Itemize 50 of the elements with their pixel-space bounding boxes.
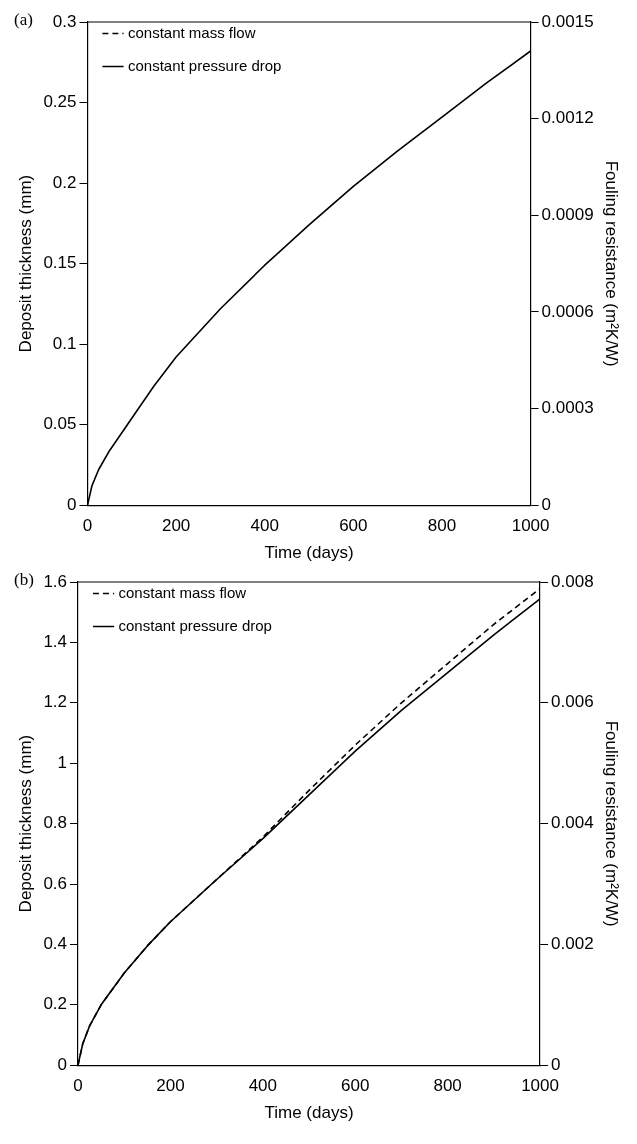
y2-tick-label: 0.0006 bbox=[541, 301, 594, 321]
y2-tick-label: 0.0003 bbox=[541, 398, 594, 418]
y-tick-label: 0.3 bbox=[52, 11, 77, 31]
legend-label: constant pressure drop bbox=[118, 616, 272, 634]
y-tick-label: 0 bbox=[67, 494, 77, 514]
y-tick-label: 0.6 bbox=[43, 873, 68, 893]
y2-tick-label: 0.0012 bbox=[541, 108, 594, 128]
y-tick-label: 0.8 bbox=[43, 813, 68, 833]
legend-label: constant pressure drop bbox=[127, 56, 282, 74]
x-tick-label: 800 bbox=[433, 1076, 462, 1096]
y-axis-title: Deposit thickness (mm) bbox=[15, 734, 35, 913]
y-tick-label: 1.6 bbox=[43, 571, 68, 591]
y-tick-label: 0.2 bbox=[43, 994, 68, 1014]
y-tick-label: 1.4 bbox=[43, 632, 68, 652]
y-axis-title: Deposit thickness (mm) bbox=[15, 174, 35, 353]
x-tick-label: 200 bbox=[156, 1076, 185, 1096]
y2-tick-label: 0.0009 bbox=[541, 204, 594, 224]
text: (b) bbox=[14, 569, 34, 589]
legend-label: constant mass flow bbox=[127, 23, 256, 41]
x-tick-label: 0 bbox=[82, 516, 93, 536]
y2-tick-label: 0.004 bbox=[551, 813, 594, 833]
y2-axis-title: Fouling resistance (m²K/W) bbox=[602, 720, 622, 927]
y-tick-label: 0.4 bbox=[43, 934, 68, 954]
y2-axis-title: Fouling resistance (m²K/W) bbox=[602, 160, 622, 367]
y-tick-label: 0.25 bbox=[43, 92, 77, 112]
y-tick-label: 0.2 bbox=[52, 172, 77, 192]
x-tick-label: 600 bbox=[341, 1076, 370, 1096]
x-tick-label: 600 bbox=[339, 516, 368, 536]
y-tick-label: 0 bbox=[57, 1054, 68, 1074]
y2-tick-label: 0.002 bbox=[551, 934, 594, 954]
legend-label: constant mass flow bbox=[118, 583, 247, 601]
y2-tick-label: 0.006 bbox=[551, 692, 594, 712]
y-tick-label: 1.2 bbox=[43, 692, 68, 712]
y2-tick-label: 0 bbox=[541, 494, 552, 514]
x-tick-label: 200 bbox=[161, 516, 191, 536]
y-tick-label: 0.1 bbox=[52, 333, 77, 353]
y-tick-label: 1 bbox=[57, 752, 68, 772]
x-tick-label: 1000 bbox=[521, 1076, 559, 1096]
x-tick-label: 400 bbox=[250, 516, 279, 536]
y-tick-label: 0.05 bbox=[43, 414, 77, 434]
x-tick-label: 1000 bbox=[511, 516, 550, 536]
y2-tick-label: 0.008 bbox=[551, 571, 594, 591]
x-tick-label: 800 bbox=[427, 516, 457, 536]
y2-tick-label: 0.0015 bbox=[541, 11, 594, 31]
x-tick-label: 400 bbox=[248, 1076, 278, 1096]
y-tick-label: 0.15 bbox=[43, 253, 77, 273]
x-axis-title: Time (days) bbox=[264, 1103, 354, 1123]
x-axis-title: Time (days) bbox=[264, 543, 354, 563]
text: (a) bbox=[14, 9, 33, 29]
y2-tick-label: 0 bbox=[551, 1054, 561, 1074]
